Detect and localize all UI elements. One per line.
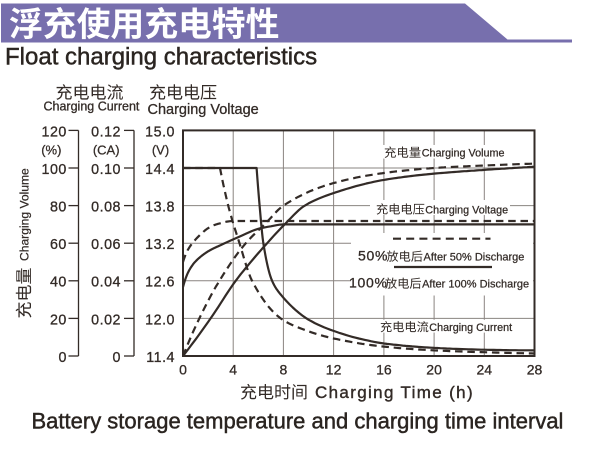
svg-text:0.10: 0.10 xyxy=(91,162,121,178)
svg-text:50%: 50% xyxy=(358,248,388,264)
svg-text:Charging Voltage: Charging Voltage xyxy=(148,102,259,118)
svg-text:0.12: 0.12 xyxy=(91,124,121,140)
svg-text:Charging Volume: Charging Volume xyxy=(17,168,31,261)
svg-text:Charging Voltage: Charging Voltage xyxy=(425,204,508,216)
svg-text:0.02: 0.02 xyxy=(91,312,121,328)
svg-text:0: 0 xyxy=(58,350,66,366)
svg-text:16: 16 xyxy=(376,362,392,378)
svg-text:(CA): (CA) xyxy=(93,142,120,157)
svg-text:0: 0 xyxy=(179,362,187,378)
svg-text:Float charging characteristics: Float charging characteristics xyxy=(5,44,317,71)
svg-text:0: 0 xyxy=(113,350,121,366)
svg-text:120: 120 xyxy=(42,124,67,140)
svg-text:14.4: 14.4 xyxy=(145,162,175,178)
svg-text:100%: 100% xyxy=(349,275,388,291)
svg-text:(%): (%) xyxy=(41,142,61,157)
svg-text:20: 20 xyxy=(50,312,67,328)
svg-text:40: 40 xyxy=(50,275,67,291)
svg-text:15.0: 15.0 xyxy=(145,124,175,140)
svg-text:Charging Time (h): Charging Time (h) xyxy=(315,383,474,402)
svg-text:0.06: 0.06 xyxy=(91,237,121,253)
svg-text:0.08: 0.08 xyxy=(91,200,121,216)
svg-text:11.4: 11.4 xyxy=(146,350,175,366)
svg-text:Charging Current: Charging Current xyxy=(44,99,140,113)
svg-text:(V): (V) xyxy=(152,142,169,157)
svg-text:24: 24 xyxy=(477,362,493,378)
svg-text:60: 60 xyxy=(50,237,67,253)
svg-text:Charging Volume: Charging Volume xyxy=(422,148,505,160)
svg-text:80: 80 xyxy=(50,200,67,216)
svg-text:12: 12 xyxy=(326,362,342,378)
svg-text:13.8: 13.8 xyxy=(145,200,175,216)
svg-text:20: 20 xyxy=(426,362,442,378)
svg-text:12.6: 12.6 xyxy=(145,275,175,291)
svg-text:12.0: 12.0 xyxy=(145,312,175,328)
svg-text:0.04: 0.04 xyxy=(91,275,121,291)
svg-text:28: 28 xyxy=(527,362,543,378)
svg-text:After 50% Discharge: After 50% Discharge xyxy=(424,252,525,264)
svg-text:4: 4 xyxy=(229,362,237,378)
svg-text:Battery storage temperature an: Battery storage temperature and charging… xyxy=(32,409,564,434)
svg-text:13.2: 13.2 xyxy=(145,237,175,253)
svg-text:8: 8 xyxy=(280,362,288,378)
svg-text:After 100% Discharge: After 100% Discharge xyxy=(422,279,529,291)
svg-text:100: 100 xyxy=(42,162,67,178)
svg-text:Charging Current: Charging Current xyxy=(429,322,512,334)
